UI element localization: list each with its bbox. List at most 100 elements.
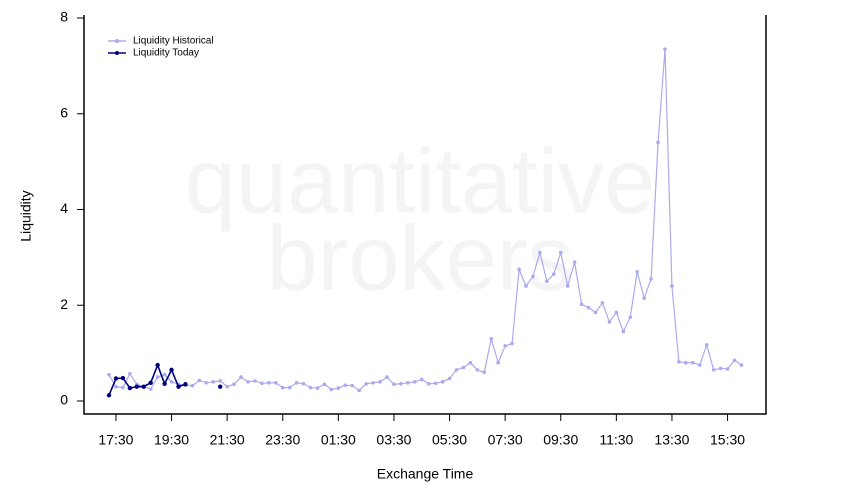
point xyxy=(267,381,271,385)
point xyxy=(482,370,487,375)
x-tick-label: 23:30 xyxy=(265,432,300,448)
point xyxy=(413,380,417,384)
x-tick-label: 01:30 xyxy=(321,432,356,448)
x-axis-label: Exchange Time xyxy=(377,466,474,482)
point xyxy=(287,385,292,390)
point xyxy=(232,382,236,387)
point xyxy=(538,250,542,255)
x-tick-label: 21:30 xyxy=(210,432,245,448)
point xyxy=(614,310,619,315)
watermark: brokers xyxy=(267,207,574,309)
point xyxy=(684,360,688,365)
legend-marker xyxy=(115,51,119,55)
point xyxy=(649,277,653,281)
y-tick-label: 4 xyxy=(60,200,68,216)
point xyxy=(301,381,306,386)
point xyxy=(107,372,111,377)
point xyxy=(148,387,153,391)
point xyxy=(364,381,368,386)
point xyxy=(579,302,584,307)
x-tick-label: 05:30 xyxy=(432,432,467,448)
point xyxy=(475,368,480,372)
point xyxy=(329,387,334,392)
point xyxy=(357,388,362,393)
x-tick-label: 13:30 xyxy=(654,432,689,448)
point xyxy=(447,376,452,381)
point xyxy=(711,368,716,372)
point xyxy=(225,384,229,389)
point xyxy=(392,382,396,387)
point xyxy=(677,359,681,364)
point xyxy=(218,379,222,383)
point xyxy=(545,279,549,284)
point xyxy=(565,284,570,288)
point xyxy=(343,383,348,388)
point xyxy=(246,380,250,384)
point xyxy=(461,365,466,370)
series-line xyxy=(109,365,220,395)
point xyxy=(704,343,709,347)
point xyxy=(725,367,730,371)
point xyxy=(260,381,264,386)
point xyxy=(294,381,299,385)
point xyxy=(162,372,167,377)
point xyxy=(691,360,695,365)
point xyxy=(433,381,438,386)
point xyxy=(127,385,133,391)
x-tick-label: 15:30 xyxy=(710,432,745,448)
point xyxy=(155,375,160,379)
point xyxy=(114,384,118,389)
point xyxy=(440,380,445,384)
point xyxy=(176,384,181,389)
point xyxy=(322,382,327,387)
point xyxy=(141,384,146,389)
point xyxy=(732,358,737,363)
point xyxy=(697,363,702,367)
point xyxy=(600,301,605,305)
point xyxy=(162,381,167,386)
point xyxy=(128,371,132,376)
x-tick-label: 19:30 xyxy=(154,432,189,448)
point xyxy=(399,381,403,386)
point xyxy=(621,329,626,334)
point xyxy=(169,380,174,384)
y-tick-label: 2 xyxy=(60,296,68,312)
point xyxy=(468,360,473,365)
point xyxy=(218,384,223,389)
point xyxy=(524,284,528,288)
point xyxy=(670,284,674,288)
point xyxy=(510,341,514,346)
point xyxy=(628,315,633,320)
point xyxy=(607,320,612,324)
point xyxy=(656,140,660,145)
point xyxy=(419,377,424,382)
point xyxy=(190,383,195,388)
x-tick-label: 11:30 xyxy=(599,432,633,448)
point xyxy=(385,375,389,379)
point xyxy=(426,381,431,386)
plot-frame xyxy=(83,15,767,415)
point xyxy=(586,305,591,310)
legend-label: Liquidity Today xyxy=(133,48,199,59)
point xyxy=(496,360,501,365)
point xyxy=(503,344,507,348)
point xyxy=(155,362,160,368)
y-tick-label: 6 xyxy=(60,104,68,120)
point xyxy=(183,382,188,387)
point xyxy=(663,47,667,51)
point xyxy=(336,386,341,390)
point xyxy=(121,385,125,390)
point xyxy=(120,375,126,381)
point xyxy=(253,379,257,383)
point xyxy=(718,366,723,371)
point xyxy=(148,380,153,386)
point xyxy=(531,274,535,279)
x-tick-label: 17:30 xyxy=(98,432,133,448)
x-tick-label: 09:30 xyxy=(543,432,578,448)
point xyxy=(280,385,285,390)
watermark: quantitative xyxy=(185,130,656,232)
point xyxy=(169,367,174,373)
point xyxy=(350,383,355,388)
point xyxy=(552,272,556,276)
